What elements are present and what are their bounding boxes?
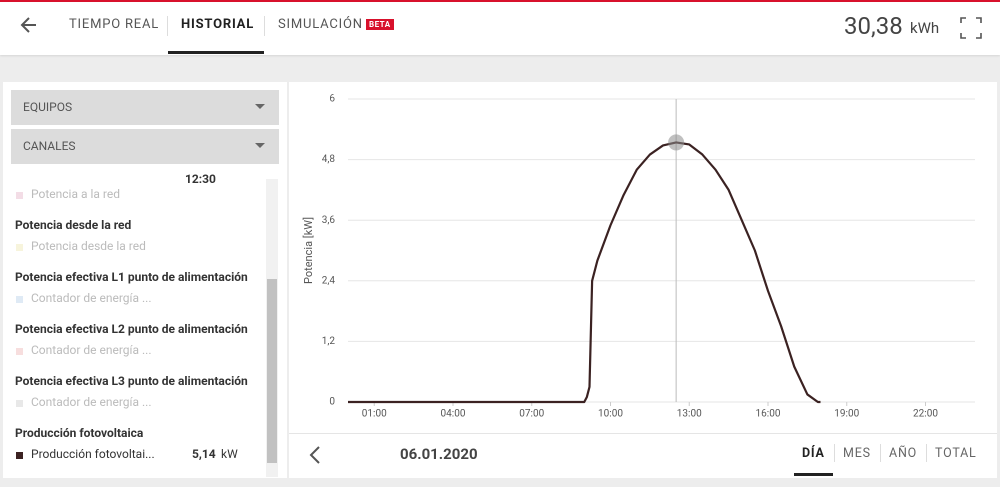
- group-title: Potencia desde la red: [15, 218, 132, 232]
- group-title: Potencia efectiva L2 punto de alimentaci…: [15, 322, 248, 336]
- x-tick-label: 13:00: [677, 409, 702, 420]
- legend-value: 5,14: [192, 447, 216, 461]
- dropdown-arrow: [255, 104, 265, 109]
- chart-panel: 0 1,2 2,4 3,6 4,8 6 01:00 04:00 07:00 10:00 13:00 1…: [289, 82, 997, 478]
- group-title: Potencia efectiva L3 punto de alimentaci…: [15, 374, 248, 388]
- series-line: [348, 141, 821, 404]
- total-value: 30,38: [844, 12, 903, 40]
- y-tick-label: 1,2: [322, 336, 336, 347]
- dropdown-label: CANALES: [23, 139, 76, 153]
- y-tick-label: 2,4: [322, 275, 336, 286]
- scroll-thumb[interactable]: [267, 279, 277, 463]
- legend-item: Potencia desde la red: [31, 239, 146, 253]
- legend-swatch: [16, 244, 23, 251]
- legend-unit: kW: [221, 447, 238, 461]
- separator: [880, 444, 881, 462]
- legend-swatch: [16, 296, 23, 303]
- hover-time: 12:30: [185, 172, 216, 186]
- active-period-underline: [794, 473, 833, 476]
- dropdown[interactable]: CANALES: [11, 129, 279, 164]
- group-title: Potencia efectiva L1 punto de alimentaci…: [15, 270, 248, 284]
- y-tick-label: 0: [329, 397, 335, 408]
- x-tick-label: 16:00: [756, 409, 781, 420]
- period-tab[interactable]: AÑO: [889, 446, 918, 461]
- prev-arrow[interactable]: [309, 446, 321, 464]
- scrollbar[interactable]: [266, 179, 278, 477]
- x-tick-label: 04:00: [441, 409, 466, 420]
- period-tab[interactable]: MES: [843, 446, 871, 461]
- sidebar: EQUIPOS CANALES 12:30 Potencia a la red Pote…: [3, 82, 287, 478]
- x-tick-label: 07:00: [519, 409, 544, 420]
- fullscreen-button[interactable]: [960, 17, 982, 39]
- y-axis-label: Potencia [kW]: [302, 217, 315, 284]
- beta-badge: BETA: [366, 19, 394, 30]
- dropdown-label: EQUIPOS: [23, 100, 73, 114]
- legend-swatch: [16, 400, 23, 407]
- back-button[interactable]: [20, 16, 38, 34]
- nav-tab[interactable]: SIMULACIÓN: [278, 17, 363, 32]
- separator: [926, 444, 927, 462]
- legend-swatch: [16, 452, 23, 459]
- legend-item: Contador de energía ...: [31, 343, 152, 357]
- dropdown-arrow: [255, 143, 265, 148]
- active-tab-underline: [168, 51, 264, 54]
- hover-point: [668, 134, 685, 151]
- chart: 0 1,2 2,4 3,6 4,8 6 01:00 04:00 07:00 10:00 13:00 1…: [302, 94, 975, 420]
- x-tick-label: 01:00: [362, 409, 387, 420]
- separator: [834, 444, 835, 462]
- dropdown[interactable]: EQUIPOS: [11, 90, 279, 125]
- top-bar: TIEMPO REAL HISTORIAL SIMULACIÓN BETA 30,38 k…: [0, 0, 1000, 55]
- period-tab[interactable]: TOTAL: [935, 446, 977, 461]
- total-unit: kWh: [910, 19, 940, 37]
- legend-item: Contador de energía ...: [31, 291, 152, 305]
- y-tick-label: 4,8: [322, 154, 336, 165]
- group-title: Producción fotovoltaica: [15, 426, 144, 440]
- date: 06.01.2020: [400, 445, 478, 463]
- legend-item: Producción fotovoltai...: [31, 447, 155, 461]
- separator: [167, 16, 168, 36]
- period-tab[interactable]: DÍA: [802, 446, 825, 461]
- x-tick-label: 22:00: [913, 409, 938, 420]
- nav-tab[interactable]: HISTORIAL: [181, 17, 255, 32]
- y-tick-label: 3,6: [322, 215, 336, 226]
- separator: [264, 16, 265, 36]
- x-tick-label: 19:00: [834, 409, 859, 420]
- x-tick-label: 10:00: [598, 409, 623, 420]
- divider: [289, 433, 997, 434]
- nav-tab[interactable]: TIEMPO REAL: [69, 17, 160, 32]
- y-tick-label: 6: [329, 94, 335, 105]
- legend-item: Contador de energía ...: [31, 395, 152, 409]
- legend-swatch: [16, 348, 23, 355]
- legend-swatch: [16, 192, 23, 199]
- legend-item: Potencia a la red: [31, 187, 120, 201]
